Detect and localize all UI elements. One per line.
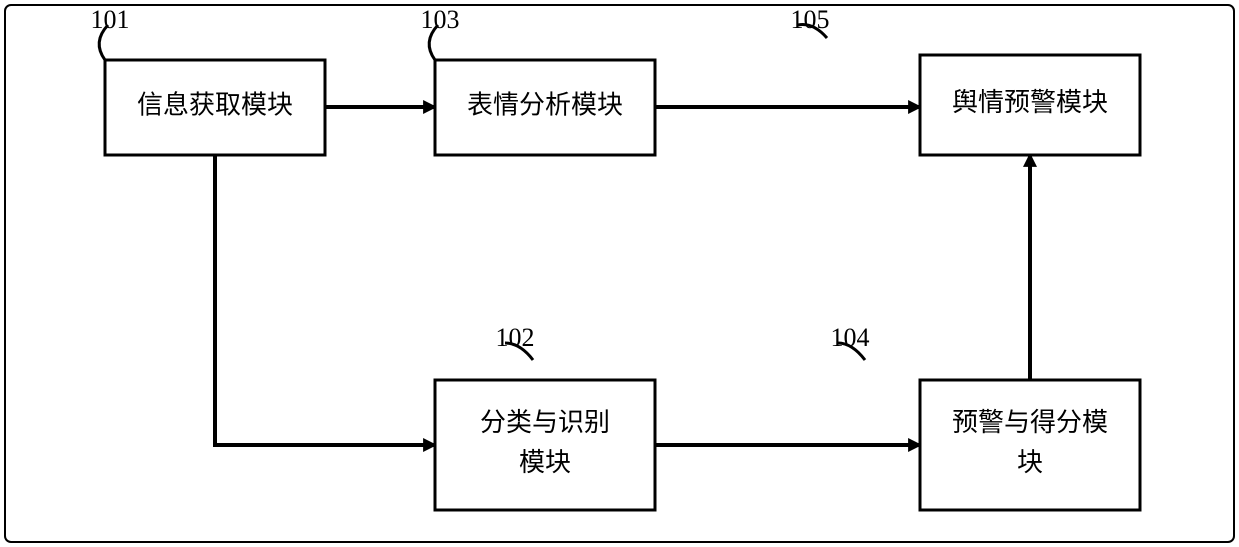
node-n101: 信息获取模块 [105,60,325,155]
boxes-layer: 信息获取模块 表情分析模块 舆情预警模块分类与识别模块 预警与得分模块 [105,55,1140,510]
label-n105: 105 [791,5,830,34]
node-n102: 分类与识别模块 [435,380,655,510]
label-n101: 101 [91,5,130,34]
node-n105: 舆情预警模块 [920,55,1140,155]
edge-n101-n102 [215,155,435,445]
flowchart-diagram: 信息获取模块表情分析模块舆情预警模块分类与识别模块预警与得分模块 1011031… [0,0,1239,547]
node-n103: 表情分析模块 [435,60,655,155]
label-n102: 102 [496,323,535,352]
label-n104: 104 [831,323,870,352]
node-n104-text-line-1: 块 [1017,448,1043,477]
node-n104-text-line-0: 预警与得分模 [952,408,1108,437]
node-n103-text-line-0: 表情分析模块 [467,90,623,119]
node-n104: 预警与得分模块 [920,380,1140,510]
label-n103: 103 [421,5,460,34]
node-n101-text-line-0: 信息获取模块 [137,90,293,119]
node-n105-text-line-0: 舆情预警模块 [952,88,1108,117]
node-n102-text-line-0: 分类与识别 [480,408,610,437]
node-n102-text-line-1: 模块 [519,448,571,477]
labels-layer: 101 103 105 102 104 [91,5,870,352]
